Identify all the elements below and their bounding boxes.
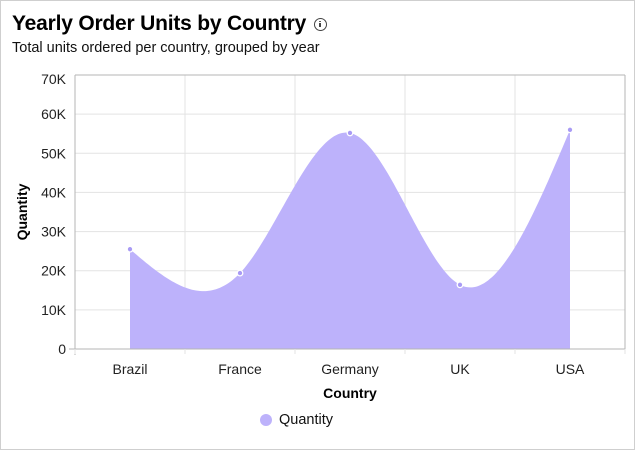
y-tick-label: 40K [41,184,67,200]
y-tick-label: 10K [41,302,67,318]
data-markers [126,126,574,289]
x-tick-label: USA [556,361,585,377]
data-point-marker[interactable] [566,126,574,134]
data-point-marker[interactable] [456,281,464,289]
legend: Quantity [260,412,333,428]
legend-marker-icon[interactable] [260,414,272,426]
chart-subtitle: Total units ordered per country, grouped… [12,40,320,56]
x-tick-label: France [218,361,262,377]
y-tick-label: 60K [41,106,67,122]
area-series-quantity[interactable] [130,129,570,349]
chart-title-text: Yearly Order Units by Country [12,12,307,35]
data-point-marker[interactable] [126,245,134,253]
y-axis-title: Quantity [14,183,30,240]
y-tick-label: 20K [41,263,67,279]
x-axis-ticks: Brazil France Germany UK USA [112,361,585,377]
y-tick-label: 70K [41,71,67,87]
x-tick-label: UK [450,361,470,377]
chart-title: Yearly Order Units by Country [12,12,328,36]
data-point-marker[interactable] [236,269,244,277]
legend-label-quantity[interactable]: Quantity [279,412,333,428]
y-axis-ticks: 0 10K 20K 30K 40K 50K 60K 70K [41,71,67,357]
x-axis-title: Country [323,385,377,401]
x-tick-label: Brazil [112,361,147,377]
data-point-marker[interactable] [346,129,354,137]
axes [69,74,626,355]
y-tick-label: 50K [41,145,67,161]
info-circle-icon[interactable] [314,17,328,31]
y-tick-label: 0 [58,341,66,357]
x-tick-label: Germany [321,361,379,377]
y-tick-label: 30K [41,224,67,240]
